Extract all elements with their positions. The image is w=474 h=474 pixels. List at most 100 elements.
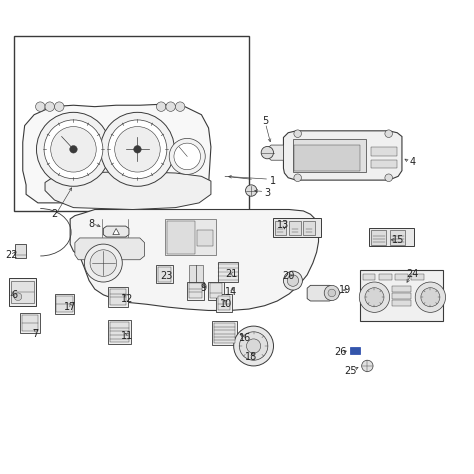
Text: 22: 22 <box>6 250 18 260</box>
Bar <box>371 160 397 168</box>
Polygon shape <box>113 228 119 235</box>
Bar <box>390 230 405 245</box>
Text: 10: 10 <box>220 299 232 310</box>
Bar <box>210 283 222 298</box>
Circle shape <box>324 285 339 301</box>
Polygon shape <box>45 172 211 210</box>
Text: 3: 3 <box>265 188 271 199</box>
Circle shape <box>90 250 117 276</box>
Text: 4: 4 <box>410 157 415 167</box>
Text: 6: 6 <box>11 290 17 300</box>
Bar <box>275 221 286 235</box>
Bar <box>360 270 443 321</box>
Text: 5: 5 <box>262 116 269 126</box>
Polygon shape <box>23 104 211 203</box>
Circle shape <box>234 326 273 366</box>
Bar <box>411 274 424 280</box>
Bar <box>165 219 216 255</box>
Circle shape <box>45 102 55 111</box>
Text: 17: 17 <box>64 302 76 312</box>
Text: 1: 1 <box>270 176 275 186</box>
Bar <box>212 321 237 345</box>
Bar <box>392 300 411 306</box>
Bar <box>20 313 40 333</box>
Bar <box>108 287 128 307</box>
Circle shape <box>134 146 141 153</box>
Bar <box>11 281 34 303</box>
Bar <box>218 296 230 310</box>
Bar <box>158 267 171 282</box>
Circle shape <box>51 127 96 172</box>
Bar <box>303 221 315 235</box>
Circle shape <box>294 174 301 182</box>
Text: 12: 12 <box>121 293 133 304</box>
Circle shape <box>362 360 373 372</box>
Bar <box>110 289 126 305</box>
Bar <box>9 278 36 306</box>
Text: 15: 15 <box>392 235 404 245</box>
Bar <box>392 286 411 292</box>
Bar <box>216 294 232 312</box>
Bar <box>392 293 411 299</box>
Bar <box>293 139 366 172</box>
Circle shape <box>246 185 257 196</box>
Bar <box>273 218 321 237</box>
Circle shape <box>169 138 205 174</box>
Text: 18: 18 <box>245 352 257 363</box>
Circle shape <box>14 293 22 301</box>
Polygon shape <box>70 210 319 310</box>
Circle shape <box>287 275 299 286</box>
Circle shape <box>108 120 167 179</box>
Circle shape <box>70 146 77 153</box>
Circle shape <box>55 102 64 111</box>
Bar <box>189 265 203 288</box>
Circle shape <box>328 289 336 297</box>
Text: 14: 14 <box>225 287 237 297</box>
Bar <box>371 230 386 245</box>
Text: 16: 16 <box>239 333 252 344</box>
Bar <box>156 265 173 283</box>
Text: 20: 20 <box>282 271 294 281</box>
Circle shape <box>261 146 273 159</box>
Text: 8: 8 <box>88 219 94 229</box>
Circle shape <box>36 112 110 186</box>
Text: 25: 25 <box>345 365 357 376</box>
Bar <box>218 262 238 282</box>
Circle shape <box>239 332 268 360</box>
Text: 7: 7 <box>32 328 39 339</box>
Circle shape <box>415 282 446 312</box>
Circle shape <box>36 102 45 111</box>
Bar <box>208 282 224 300</box>
Circle shape <box>174 143 201 170</box>
Text: 2: 2 <box>51 209 58 219</box>
Text: 24: 24 <box>406 269 419 279</box>
Text: 26: 26 <box>334 346 346 357</box>
Bar <box>14 36 249 211</box>
Circle shape <box>166 102 175 111</box>
Polygon shape <box>75 238 145 260</box>
Circle shape <box>100 112 174 186</box>
Circle shape <box>44 120 103 179</box>
Circle shape <box>359 282 390 312</box>
Bar <box>15 244 26 258</box>
Bar <box>197 230 213 246</box>
Bar <box>189 283 202 298</box>
Bar <box>350 347 360 354</box>
Circle shape <box>175 102 185 111</box>
Text: 9: 9 <box>201 283 207 293</box>
Circle shape <box>156 102 166 111</box>
Bar <box>187 282 204 300</box>
Text: 23: 23 <box>161 271 173 281</box>
Bar <box>108 320 131 344</box>
Circle shape <box>294 130 301 137</box>
Bar <box>371 147 397 156</box>
Bar <box>379 274 392 280</box>
Bar <box>22 315 38 331</box>
Bar <box>289 221 301 235</box>
Bar <box>214 323 235 343</box>
Bar <box>363 274 375 280</box>
Circle shape <box>84 244 122 282</box>
Polygon shape <box>283 131 402 180</box>
Text: 11: 11 <box>121 330 133 341</box>
Bar <box>395 274 408 280</box>
